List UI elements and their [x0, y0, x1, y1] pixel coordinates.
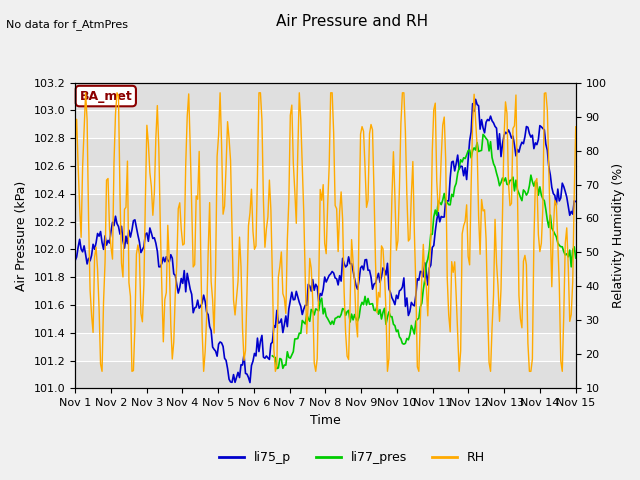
Y-axis label: Air Pressure (kPa): Air Pressure (kPa)	[15, 180, 28, 290]
Bar	[75, 194, 576, 222]
X-axis label: Time: Time	[310, 414, 341, 427]
Bar	[75, 249, 576, 277]
Text: No data for f_AtmPres: No data for f_AtmPres	[6, 19, 129, 30]
Bar	[75, 360, 576, 388]
Bar	[75, 83, 576, 110]
Y-axis label: Relativity Humidity (%): Relativity Humidity (%)	[612, 163, 625, 308]
Legend: li75_p, li77_pres, RH: li75_p, li77_pres, RH	[214, 446, 490, 469]
Bar	[75, 305, 576, 333]
Text: Air Pressure and RH: Air Pressure and RH	[276, 14, 428, 29]
Text: BA_met: BA_met	[79, 90, 132, 103]
Bar	[75, 138, 576, 166]
